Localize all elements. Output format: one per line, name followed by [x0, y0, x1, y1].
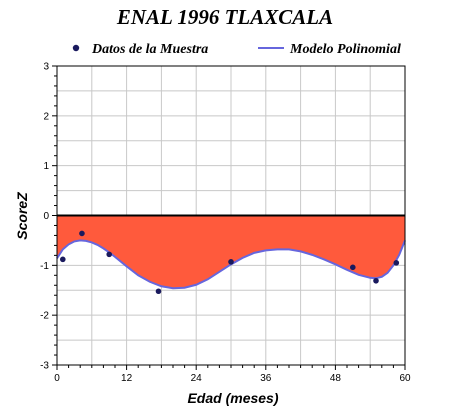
- y-tick-label: -3: [40, 361, 49, 372]
- chart-title: ENAL 1996 TLAXCALA: [116, 5, 333, 29]
- data-point: [393, 260, 400, 266]
- legend-label-datos: Datos de la Muestra: [91, 42, 208, 57]
- y-tick-label: 1: [43, 161, 49, 172]
- x-tick-label: 48: [330, 373, 342, 384]
- x-tick-label: 24: [191, 373, 203, 384]
- x-tick-label: 36: [260, 373, 272, 384]
- model-fill-area: [57, 215, 405, 289]
- legend-label-modelo: Modelo Polinomial: [289, 42, 401, 57]
- data-point: [350, 264, 356, 271]
- y-tick-label: -2: [40, 311, 49, 322]
- x-tick-label: 60: [399, 373, 411, 384]
- legend-marker-datos: [72, 44, 80, 52]
- data-point: [106, 251, 112, 258]
- data-point: [79, 230, 85, 237]
- x-tick-label: 12: [121, 373, 133, 384]
- data-point: [373, 277, 379, 284]
- y-tick-label: 0: [43, 211, 49, 222]
- legend: Datos de la Muestra Modelo Polinomial: [72, 42, 401, 57]
- x-axis-label: Edad (meses): [187, 390, 278, 406]
- data-point: [60, 256, 66, 263]
- x-tick-label: 0: [54, 373, 60, 384]
- y-axis-label: ScoreZ: [14, 192, 30, 240]
- y-tick-label: 3: [43, 62, 49, 73]
- data-point: [228, 259, 234, 265]
- model-line: [56, 239, 406, 290]
- y-tick-label: 2: [43, 111, 49, 122]
- y-tick-label: -1: [40, 261, 49, 272]
- data-point: [155, 288, 162, 295]
